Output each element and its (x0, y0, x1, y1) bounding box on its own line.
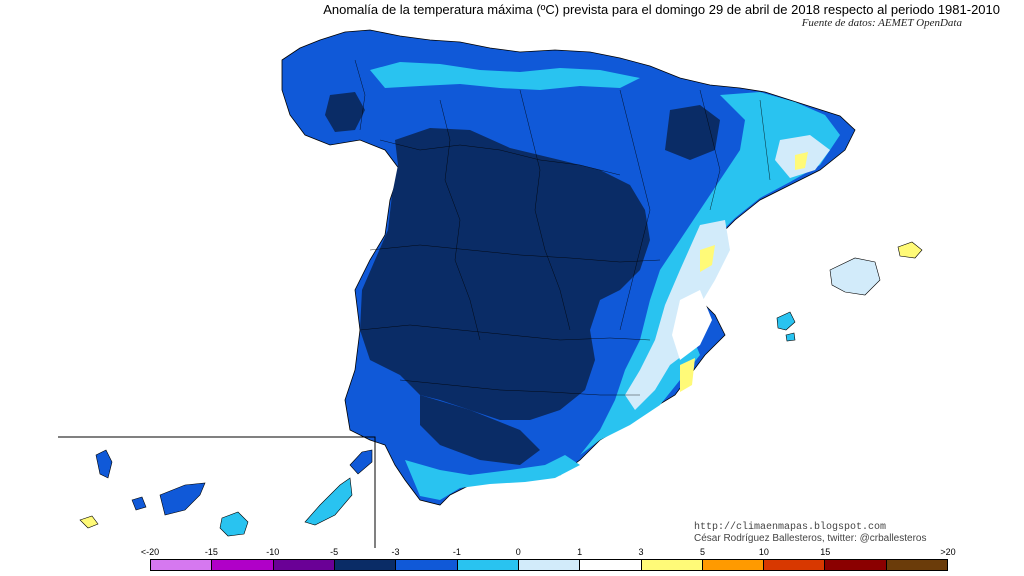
legend-swatch (825, 560, 887, 570)
canary-inset-frame (58, 436, 376, 548)
legend-label: -15 (204, 547, 218, 557)
legend-swatch (151, 560, 213, 570)
legend-label: 15 (820, 547, 831, 557)
white-levante (672, 290, 712, 360)
island-el-hierro (79, 515, 99, 529)
legend-swatch (457, 560, 519, 570)
legend-label: 5 (699, 547, 705, 557)
legend-label: <-20 (140, 547, 160, 557)
warm-spot-castellon (795, 152, 808, 170)
map-title: Anomalía de la temperatura máxima (ºC) p… (323, 2, 1000, 17)
region-borders (354, 59, 771, 396)
legend-swatch (580, 560, 642, 570)
legend-label: -10 (266, 547, 280, 557)
island-la-gomera (131, 496, 147, 511)
author-credit: César Rodríguez Ballesteros, twitter: @c… (694, 533, 927, 544)
legend-label: -5 (330, 547, 339, 557)
legend-swatch (212, 560, 274, 570)
legend-label: -3 (391, 547, 400, 557)
dark-anomaly-region (360, 128, 650, 420)
legend-swatch (764, 560, 826, 570)
legend-swatch (886, 560, 948, 570)
warm-spot-alicante (680, 358, 695, 392)
dark-anomaly-northwest (325, 92, 365, 132)
legend-swatch (273, 560, 335, 570)
blog-credit: http://climaenmapas.blogspot.com (694, 522, 887, 533)
dark-anomaly-north (665, 105, 720, 160)
legend-swatch (702, 560, 765, 570)
legend-swatch (641, 560, 703, 570)
island-lanzarote (349, 449, 373, 475)
legend-swatch (518, 560, 581, 570)
legend-swatch (396, 560, 458, 570)
island-ibiza (776, 311, 796, 331)
canary-islands (79, 449, 373, 537)
legend-label: -1 (452, 547, 461, 557)
island-formentera (785, 332, 796, 342)
legend-label: 0 (515, 547, 521, 557)
island-la-palma (95, 449, 113, 479)
legend-label: 10 (758, 547, 769, 557)
data-source: Fuente de datos: AEMET OpenData (801, 17, 962, 29)
light-blue-south-coast (405, 455, 580, 500)
legend-label: 1 (577, 547, 583, 557)
color-legend (150, 559, 948, 571)
legend-swatch (334, 560, 397, 570)
island-menorca (897, 241, 923, 259)
island-tenerife (159, 482, 206, 516)
warm-spot-valencia (700, 245, 715, 272)
island-gran-canaria (219, 511, 249, 537)
island-fuerteventura (304, 477, 353, 526)
island-mallorca (829, 257, 881, 296)
legend-label: 3 (638, 547, 644, 557)
legend-label: >20 (940, 547, 956, 557)
light-blue-north-coast (370, 62, 640, 90)
dark-anomaly-south (420, 395, 540, 465)
legend-labels: <-20 -15 -10 -5 -3 -1 0 1 3 5 10 15 >20 (0, 547, 1024, 559)
